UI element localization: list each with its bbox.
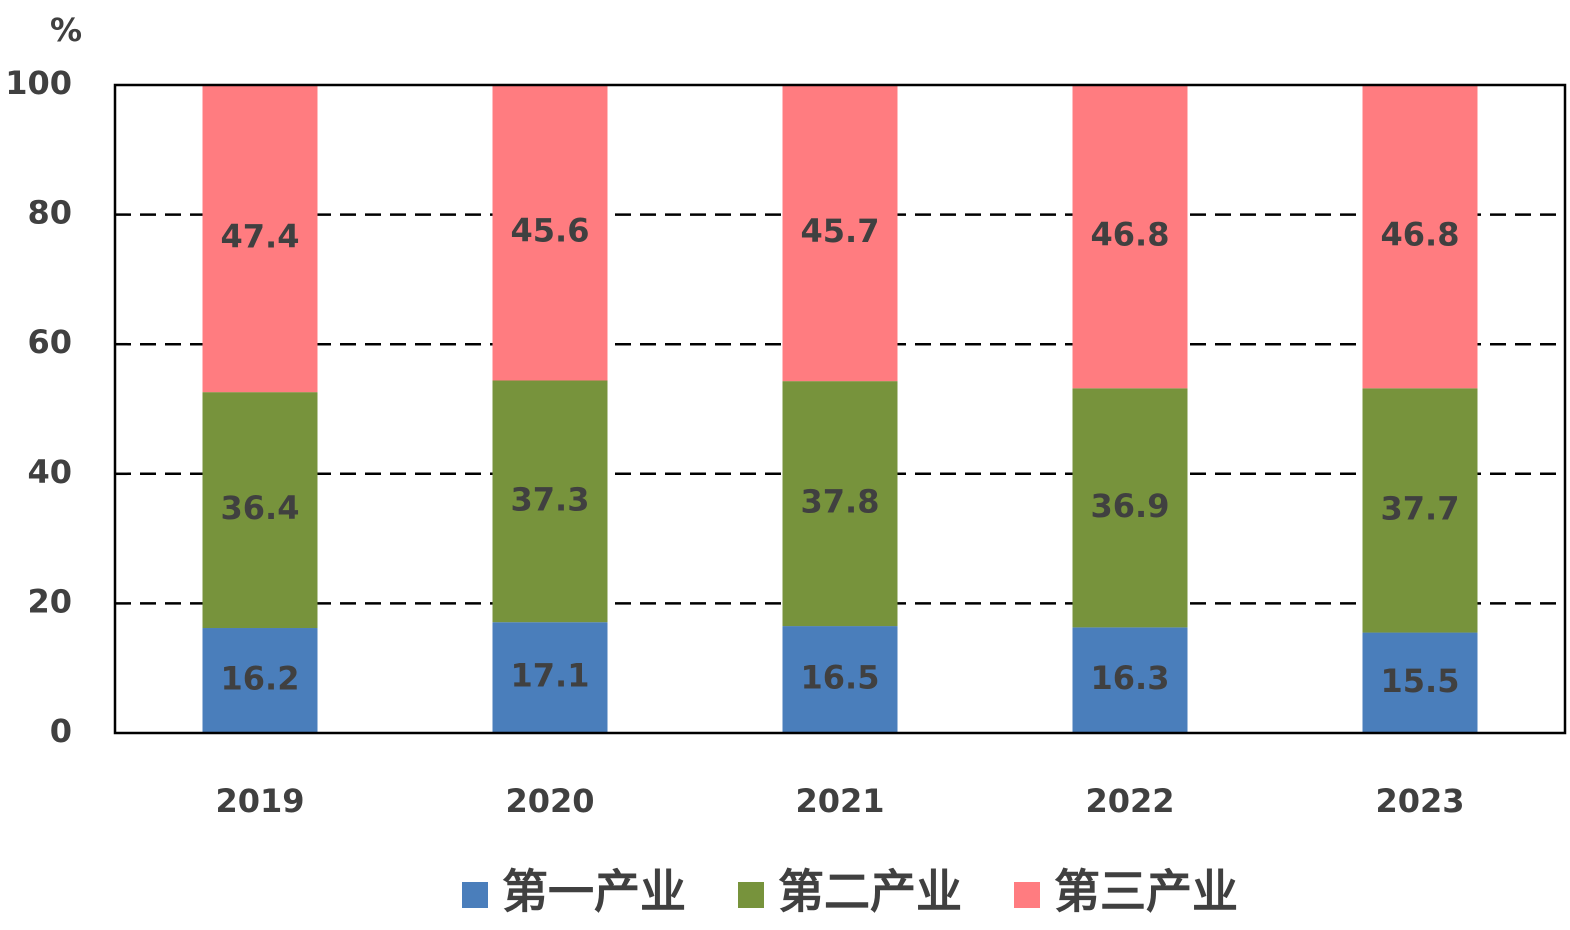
y-tick-label: 60 <box>27 323 72 361</box>
data-label: 15.5 <box>1381 662 1460 700</box>
data-label: 47.4 <box>221 218 300 256</box>
y-axis-label: % <box>50 11 82 49</box>
data-label: 16.3 <box>1091 659 1170 697</box>
legend-label: 第三产业 <box>1054 865 1238 919</box>
data-label: 36.4 <box>221 489 300 527</box>
legend-label: 第二产业 <box>778 865 962 919</box>
legend-swatch <box>1014 882 1040 908</box>
bar-segment <box>782 626 898 733</box>
x-tick-label: 2020 <box>505 782 594 820</box>
data-label: 37.7 <box>1381 489 1460 527</box>
y-tick-label: 100 <box>5 64 72 102</box>
data-label: 17.1 <box>511 657 590 695</box>
bar-segment <box>1362 85 1478 389</box>
data-label: 16.5 <box>801 659 880 697</box>
data-label: 45.6 <box>511 212 590 250</box>
y-tick-label: 40 <box>27 453 72 491</box>
legend-swatch <box>462 882 488 908</box>
bar-segment <box>202 392 318 629</box>
data-label: 36.9 <box>1091 487 1170 525</box>
legend-swatch <box>738 882 764 908</box>
y-tick-label: 0 <box>50 712 72 750</box>
legend-label: 第一产业 <box>502 865 686 919</box>
data-label: 46.8 <box>1381 216 1460 254</box>
bar-segment <box>1072 85 1188 389</box>
bar-segment <box>1072 388 1188 628</box>
x-tick-label: 2019 <box>215 782 304 820</box>
data-label: 45.7 <box>801 212 880 250</box>
bar-segment <box>1362 388 1478 633</box>
bar-segment <box>1362 632 1478 733</box>
bar-segment <box>782 85 898 382</box>
bar-segment <box>202 628 318 733</box>
data-label: 46.8 <box>1091 216 1170 254</box>
bar-segment <box>492 380 608 623</box>
bar-segment <box>492 622 608 733</box>
plot-border <box>113 83 1567 735</box>
data-label: 37.8 <box>801 483 880 521</box>
y-tick-label: 20 <box>27 582 72 620</box>
bar-segment <box>1072 627 1188 733</box>
y-tick-label: 80 <box>27 194 72 232</box>
bar-segment <box>202 85 318 393</box>
x-tick-label: 2022 <box>1085 782 1174 820</box>
data-label: 16.2 <box>221 660 300 698</box>
data-label: 37.3 <box>511 480 590 518</box>
bar-segment <box>782 381 898 627</box>
bar-segment <box>492 85 608 381</box>
x-tick-label: 2021 <box>795 782 884 820</box>
x-tick-label: 2023 <box>1375 782 1464 820</box>
